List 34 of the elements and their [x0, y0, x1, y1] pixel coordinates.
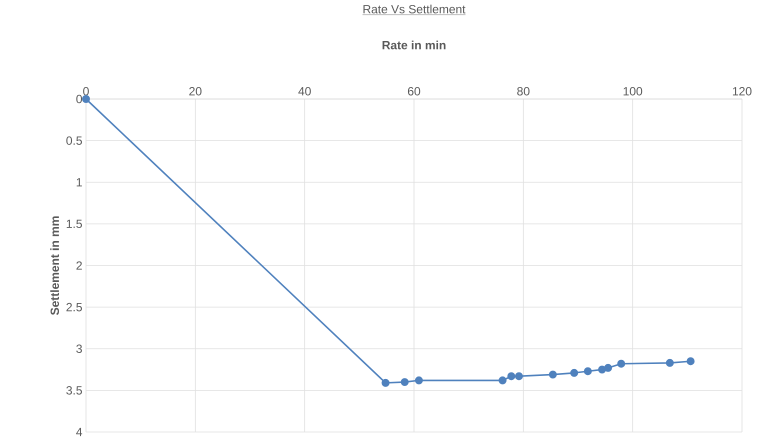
x-tick-label: 20 [189, 87, 202, 96]
x-tick-label: 60 [408, 87, 420, 96]
x-tick-label: 80 [517, 87, 530, 96]
point [514, 372, 523, 380]
point [400, 378, 409, 386]
point [414, 376, 423, 384]
point [584, 367, 592, 376]
point [686, 357, 695, 366]
x-tick-label: 40 [298, 87, 311, 96]
point [666, 358, 674, 367]
point [598, 366, 606, 374]
y-tick-label: 2 [76, 261, 82, 270]
point [548, 370, 557, 379]
x-axis-title: Rate in min [382, 40, 446, 50]
chart-title: Rate Vs Settlement [363, 4, 466, 14]
point [570, 368, 578, 377]
point [498, 376, 507, 384]
x-tick-label: 0 [83, 87, 89, 96]
point [604, 364, 612, 372]
y-tick-label: 2.5 [66, 302, 82, 312]
y-tick-label: 3 [76, 344, 82, 353]
y-tick-label: 0.5 [66, 136, 82, 145]
y-tick-label: 1 [76, 178, 82, 186]
y-tick-label: 4 [76, 428, 82, 436]
y-tick-label: 1.5 [66, 220, 82, 228]
point [82, 95, 90, 103]
y-tick-label: 3.5 [66, 386, 82, 395]
point [382, 378, 390, 387]
x-tick-label: 100 [624, 87, 642, 96]
y-axis-title: Settlement in mm [50, 216, 60, 315]
y-tick-label: 0 [76, 94, 82, 104]
x-tick-label: 120 [732, 87, 752, 96]
point [507, 372, 516, 380]
point [617, 360, 626, 368]
